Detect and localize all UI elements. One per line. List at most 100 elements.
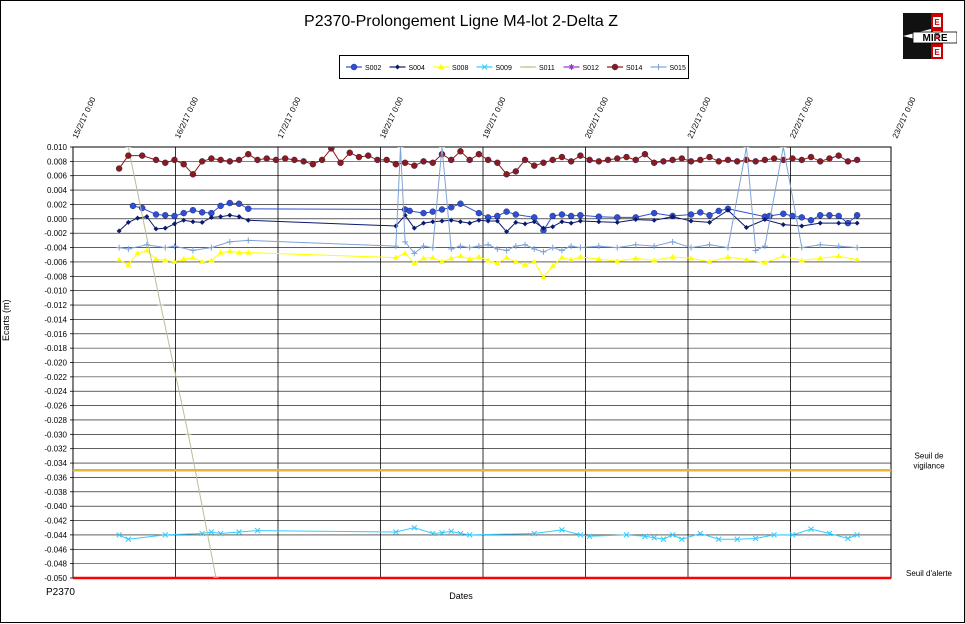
- data-point: [632, 214, 639, 221]
- data-point: [236, 249, 243, 255]
- data-point: [540, 248, 547, 255]
- data-point: [208, 244, 215, 251]
- data-point: [411, 225, 417, 231]
- data-point: [218, 214, 224, 220]
- series-s011: [125, 147, 219, 578]
- data-point: [596, 219, 602, 225]
- data-point: [466, 532, 473, 538]
- data-point: [162, 159, 169, 167]
- y-tick-label: 0.004: [47, 186, 68, 195]
- data-point: [707, 219, 713, 225]
- data-point: [512, 168, 519, 175]
- data-point: [853, 212, 861, 219]
- data-point: [485, 257, 492, 263]
- data-point: [632, 156, 639, 164]
- y-tick-label: -0.014: [44, 315, 67, 324]
- data-point: [513, 219, 519, 225]
- data-point: [420, 158, 427, 165]
- data-point: [715, 207, 722, 215]
- data-point: [125, 246, 132, 253]
- y-tick-label: -0.008: [44, 272, 67, 281]
- data-point: [614, 244, 621, 251]
- data-point: [153, 256, 160, 262]
- data-point: [715, 536, 722, 543]
- data-point: [807, 217, 815, 224]
- data-point: [235, 156, 243, 164]
- legend-label: S008: [452, 65, 468, 72]
- data-point: [365, 152, 372, 159]
- data-point: [743, 147, 750, 150]
- data-point: [595, 158, 603, 165]
- data-point: [484, 156, 492, 164]
- data-point: [577, 244, 584, 251]
- data-point: [798, 244, 805, 251]
- data-point: [392, 254, 399, 260]
- data-point: [835, 212, 842, 220]
- data-point: [614, 155, 621, 162]
- y-tick-label: -0.016: [44, 330, 67, 339]
- data-point: [208, 529, 215, 535]
- x-tick-label: 22/2/17 0:00: [788, 95, 815, 140]
- company-logo: MIRE E E E: [901, 9, 957, 63]
- data-point: [420, 209, 427, 217]
- data-point: [531, 258, 538, 264]
- legend-item-s008: S008: [433, 64, 468, 72]
- y-tick-label: -0.044: [44, 531, 67, 540]
- data-point: [180, 161, 187, 168]
- data-point: [135, 215, 141, 221]
- data-point: [697, 530, 704, 537]
- data-point: [789, 532, 796, 538]
- data-point: [494, 218, 500, 224]
- data-point: [688, 255, 695, 261]
- data-point: [245, 150, 252, 158]
- data-point: [752, 158, 759, 165]
- data-point: [429, 244, 436, 251]
- y-tick-label: -0.012: [44, 301, 67, 310]
- data-point: [641, 150, 649, 158]
- data-point: [393, 529, 399, 535]
- logo-letter-3: E: [934, 48, 940, 57]
- data-point: [512, 211, 519, 218]
- data-point: [402, 212, 408, 218]
- y-tick-label: -0.004: [44, 244, 67, 253]
- data-point: [670, 214, 676, 220]
- data-point: [743, 224, 749, 230]
- data-point: [125, 536, 132, 543]
- x-tick-label: 17/2/17 0:00: [276, 95, 303, 140]
- data-point: [116, 228, 122, 234]
- data-point: [826, 155, 833, 162]
- data-point: [152, 211, 160, 218]
- data-point: [263, 155, 270, 162]
- legend-item-s014: S014: [607, 63, 642, 72]
- data-point: [189, 171, 197, 178]
- data-point: [448, 246, 455, 253]
- data-point: [724, 244, 731, 251]
- x-tick-label: 21/2/17 0:00: [686, 95, 713, 140]
- data-point: [521, 156, 529, 164]
- data-point: [568, 243, 575, 250]
- data-point: [752, 535, 759, 542]
- data-point: [623, 532, 630, 538]
- data-point: [411, 524, 418, 531]
- page-id: P2370: [46, 587, 75, 598]
- data-point: [245, 205, 252, 212]
- data-point: [421, 220, 427, 226]
- data-point: [162, 532, 169, 538]
- x-tick-label: 20/2/17 0:00: [583, 95, 610, 140]
- data-point: [466, 156, 473, 164]
- data-point: [549, 156, 556, 164]
- series-line: [118, 527, 858, 540]
- data-point: [503, 171, 510, 178]
- legend-item-s015: S015: [650, 64, 686, 72]
- data-point: [116, 256, 123, 262]
- legend-item-s002: S002: [346, 63, 381, 72]
- data-point: [171, 258, 178, 264]
- series-line: [119, 147, 858, 254]
- data-point: [476, 217, 482, 223]
- legend-swatch-marker: [350, 63, 358, 71]
- y-tick-label: 0.000: [47, 215, 68, 224]
- threshold-label: Seuil d'alerte: [906, 569, 953, 578]
- y-tick-label: 0.006: [47, 172, 68, 181]
- data-point: [162, 257, 169, 263]
- data-point: [531, 162, 538, 169]
